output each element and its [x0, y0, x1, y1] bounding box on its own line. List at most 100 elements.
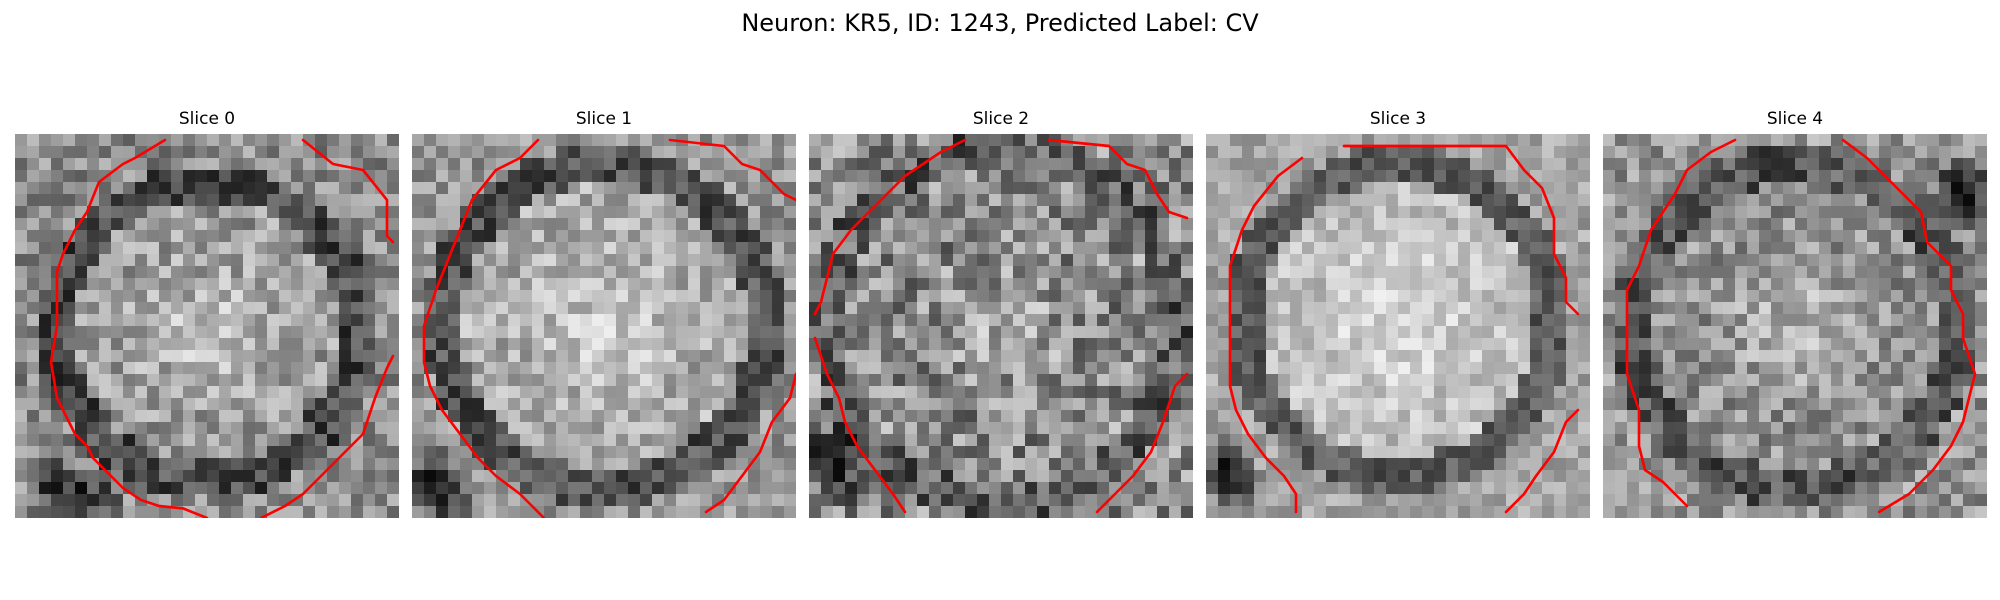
pixel — [375, 470, 388, 483]
pixel — [941, 254, 954, 267]
pixel — [1603, 302, 1616, 315]
pixel — [183, 158, 196, 171]
pixel — [27, 350, 40, 363]
pixel — [688, 398, 701, 411]
pixel — [1867, 410, 1880, 423]
pixel — [929, 254, 942, 267]
pixel — [472, 410, 485, 423]
pixel — [1927, 314, 1940, 327]
pixel — [1687, 290, 1700, 303]
contour-line — [813, 138, 967, 316]
pixel — [520, 326, 533, 339]
pixel — [87, 362, 100, 375]
pixel — [1218, 458, 1231, 471]
pixel — [965, 254, 978, 267]
pixel — [1675, 434, 1688, 447]
pixel — [869, 398, 882, 411]
pixel — [1206, 470, 1219, 483]
pixel — [1603, 158, 1616, 171]
pixel — [1663, 242, 1676, 255]
pixel — [604, 194, 617, 207]
pixel — [1181, 338, 1193, 351]
pixel — [1398, 506, 1411, 518]
pixel — [1951, 374, 1964, 387]
pixel — [1001, 158, 1014, 171]
pixel — [1242, 374, 1255, 387]
pixel — [1807, 170, 1820, 183]
pixel — [508, 350, 521, 363]
pixel — [1085, 242, 1098, 255]
pixel — [748, 254, 761, 267]
pixel — [351, 362, 364, 375]
pixel — [869, 290, 882, 303]
pixel — [1951, 134, 1964, 147]
pixel — [147, 374, 160, 387]
pixel — [784, 326, 796, 339]
pixel — [640, 326, 653, 339]
pixel — [917, 398, 930, 411]
pixel — [676, 422, 689, 435]
pixel — [1903, 302, 1916, 315]
pixel — [1494, 326, 1507, 339]
pixel — [676, 302, 689, 315]
pixel — [881, 134, 894, 147]
pixel — [1109, 290, 1122, 303]
pixel — [1398, 146, 1411, 159]
pixel — [1061, 374, 1074, 387]
pixel — [231, 230, 244, 243]
pixel — [1879, 326, 1892, 339]
pixel — [1807, 326, 1820, 339]
pixel — [195, 494, 208, 507]
pixel — [99, 326, 112, 339]
pixel — [243, 278, 256, 291]
pixel — [809, 410, 822, 423]
pixel — [520, 194, 533, 207]
pixel — [472, 230, 485, 243]
pixel — [664, 206, 677, 219]
pixel — [123, 218, 136, 231]
pixel — [881, 458, 894, 471]
pixel — [1470, 362, 1483, 375]
pixel — [628, 182, 641, 195]
pixel — [1254, 338, 1267, 351]
pixel — [1169, 158, 1182, 171]
pixel — [267, 194, 280, 207]
pixel — [171, 314, 184, 327]
pixel — [1350, 470, 1363, 483]
pixel — [255, 302, 268, 315]
pixel — [929, 374, 942, 387]
pixel — [1133, 266, 1146, 279]
pixel — [1891, 134, 1904, 147]
pixel — [568, 182, 581, 195]
pixel — [712, 290, 725, 303]
pixel — [1879, 218, 1892, 231]
pixel — [1302, 374, 1315, 387]
pixel — [905, 446, 918, 459]
pixel — [496, 350, 509, 363]
pixel — [424, 134, 437, 147]
pixel — [1169, 230, 1182, 243]
pixel — [1410, 410, 1423, 423]
pixel — [1374, 350, 1387, 363]
pixel — [1603, 350, 1616, 363]
pixel — [1290, 326, 1303, 339]
pixel — [1133, 230, 1146, 243]
pixel — [1879, 338, 1892, 351]
pixel — [580, 218, 593, 231]
pixel — [1362, 374, 1375, 387]
pixel — [159, 362, 172, 375]
pixel — [1085, 338, 1098, 351]
pixel — [592, 386, 605, 399]
pixel — [893, 290, 906, 303]
pixel — [1663, 146, 1676, 159]
pixel — [1121, 434, 1134, 447]
pixel — [291, 146, 304, 159]
pixel — [845, 206, 858, 219]
pixel — [520, 170, 533, 183]
pixel — [1867, 206, 1880, 219]
pixel — [195, 302, 208, 315]
pixel — [1254, 170, 1267, 183]
pixel — [544, 230, 557, 243]
pixel — [39, 458, 52, 471]
pixel — [1422, 242, 1435, 255]
